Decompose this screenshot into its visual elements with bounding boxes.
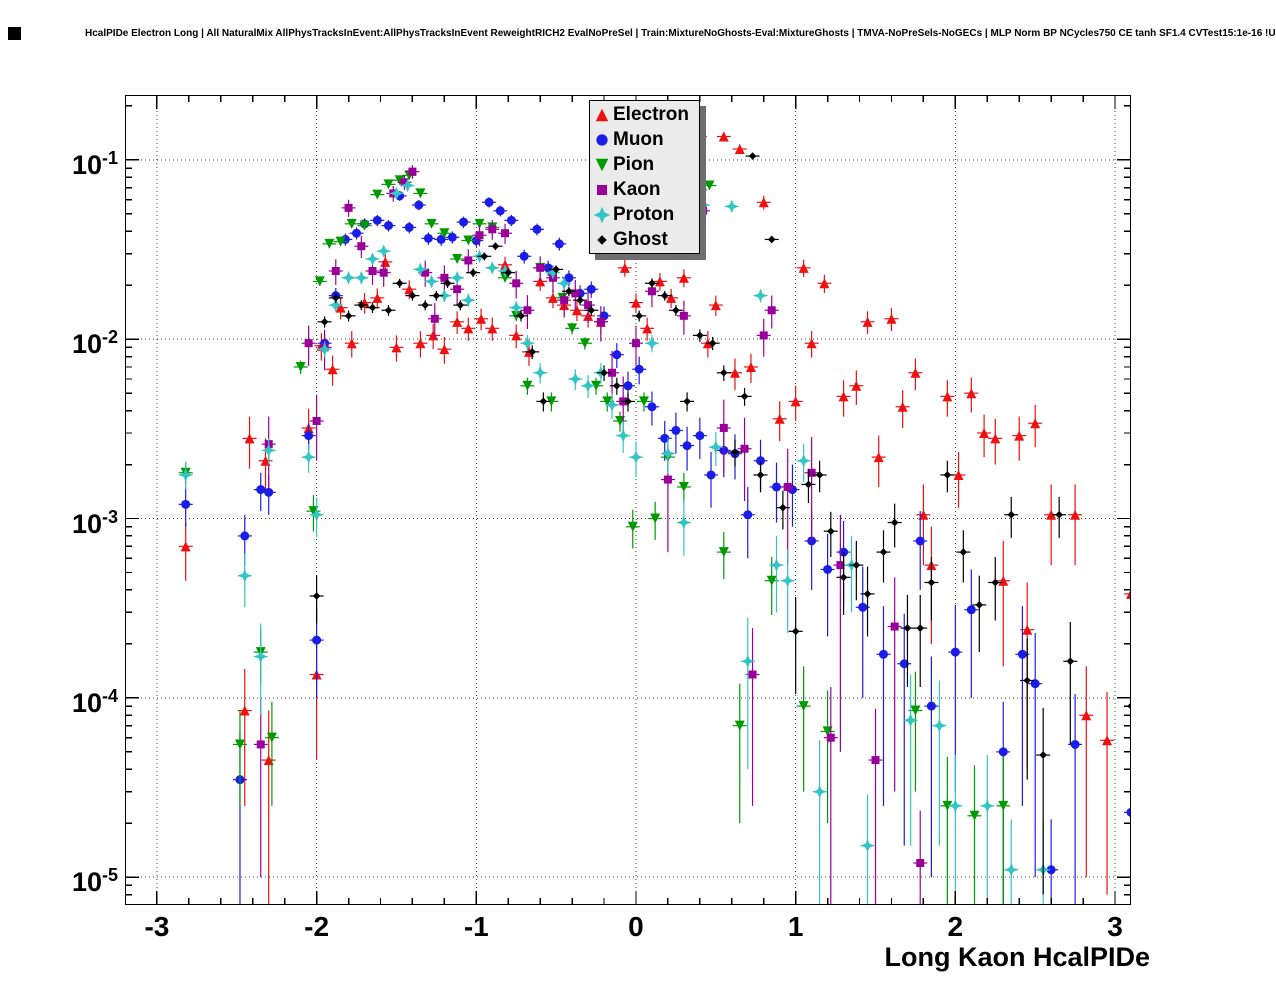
ghost-marker-icon (597, 234, 607, 245)
x-axis-title: Long Kaon HcalPIDe (884, 942, 1150, 972)
title-bar-marker (8, 27, 21, 40)
y-tick-label: 10-3 (71, 506, 118, 539)
kaon-marker-icon (597, 184, 607, 195)
x-tick-label: 1 (787, 911, 804, 942)
x-tick-label: 3 (1107, 911, 1123, 942)
muon-marker-icon (596, 133, 608, 146)
legend-item-label: Pion (613, 153, 655, 175)
x-tick-label: 2 (947, 911, 964, 942)
legend-item-muon: Muon (593, 127, 689, 152)
proton-marker-icon (593, 206, 611, 223)
legend-item-label: Ghost (613, 228, 668, 250)
x-tick-label: 0 (628, 911, 644, 942)
legend-item-pion: Pion (593, 152, 689, 177)
legend-item-kaon: Kaon (593, 177, 689, 202)
legend-item-electron: Electron (593, 102, 689, 127)
x-tick-label: -1 (463, 911, 489, 942)
series-kaon (253, 165, 928, 905)
pion-marker-icon (595, 158, 609, 171)
electron-marker-icon (595, 108, 609, 121)
x-tick-label: -2 (304, 911, 330, 942)
legend-item-label: Proton (613, 203, 675, 225)
x-tick-label: -3 (144, 911, 170, 942)
legend-item-label: Electron (613, 103, 690, 125)
legend: Electron Muon Pion Kaon Proton Ghost (589, 100, 701, 254)
y-tick-label: 10-2 (71, 327, 118, 360)
y-tick-label: 10-5 (71, 865, 118, 898)
series-ghost (309, 152, 1131, 895)
legend-item-proton: Proton (593, 202, 689, 227)
legend-item-ghost: Ghost (593, 227, 689, 252)
legend-item-label: Kaon (613, 178, 661, 200)
series-proton (178, 178, 1051, 905)
y-tick-label: 10-1 (71, 147, 118, 180)
plot-title: HcalPIDe Electron Long | All NaturalMix … (85, 28, 1276, 39)
y-tick-label: 10-4 (71, 685, 118, 718)
legend-item-label: Muon (613, 128, 664, 150)
